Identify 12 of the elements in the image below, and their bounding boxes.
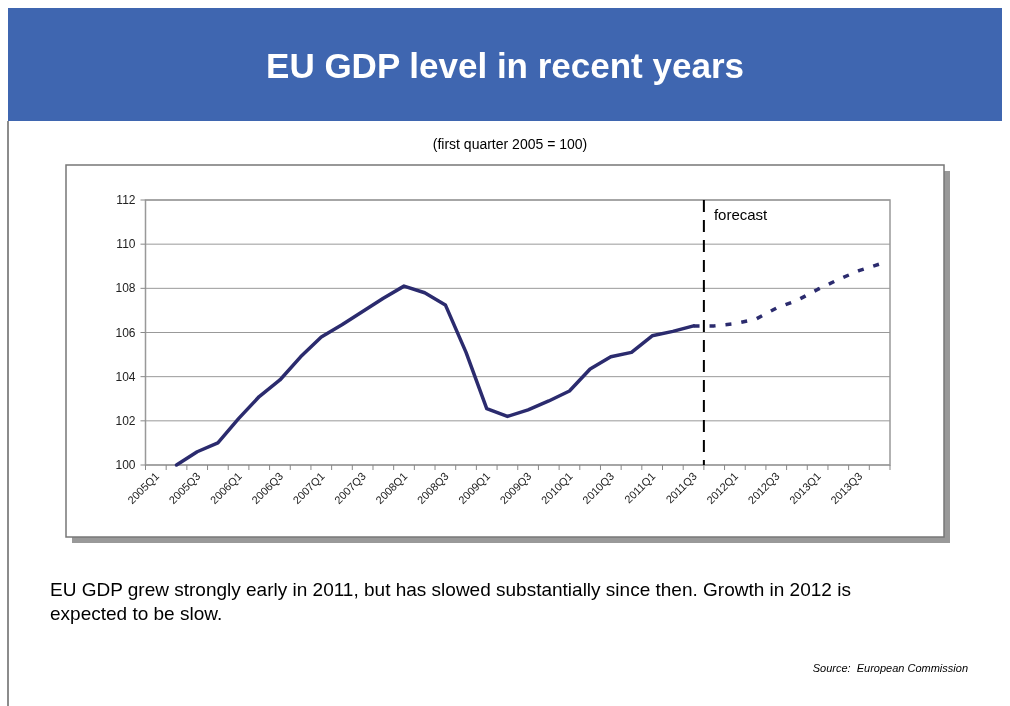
y-tick-label: 102 [115, 413, 136, 428]
text: EU GDP grew strongly early in 2011, but has slowed substantially since then. Growth in 2012 is expected to be slow. [50, 579, 851, 624]
y-tick-label: 108 [115, 281, 136, 296]
y-tick-label: 100 [115, 458, 136, 472]
y-tick-label: 106 [115, 325, 136, 340]
y-tick-label: 104 [115, 369, 136, 384]
chart-title: EU GDP level in recent years [266, 46, 744, 85]
y-tick-label: 110 [116, 237, 136, 252]
ref-line-label: forecast [713, 206, 769, 223]
y-tick-label: 112 [116, 193, 136, 207]
source-note: Source: European Commission [812, 662, 968, 674]
chart-subtitle: (first quarter 2005 = 100) [432, 136, 588, 152]
